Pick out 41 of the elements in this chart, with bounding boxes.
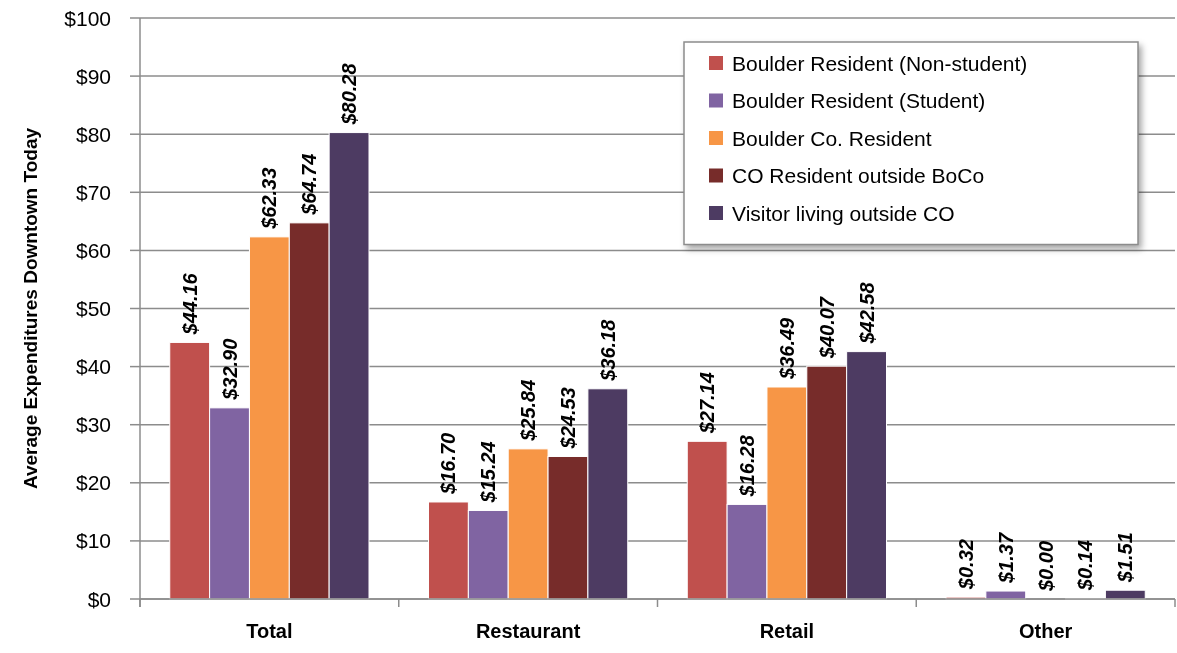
x-tick-label: Other <box>1018 620 1073 642</box>
data-label: $40.07 <box>815 296 838 360</box>
y-tick-label: $70 <box>75 180 111 204</box>
data-label: $16.70 <box>437 432 460 495</box>
data-label: $27.14 <box>696 372 719 435</box>
x-tick-label: Total <box>246 620 293 642</box>
y-tick-label: $100 <box>64 6 111 30</box>
data-label: $64.74 <box>298 153 321 216</box>
legend-label: Boulder Co. Resident <box>732 126 932 150</box>
legend-label: Visitor living outside CO <box>732 201 955 225</box>
data-label: $0.14 <box>1074 540 1097 592</box>
legend-label: CO Resident outside BoCo <box>732 164 985 187</box>
y-tick-label: $0 <box>87 587 111 611</box>
data-label: $0.00 <box>1034 540 1057 592</box>
data-label: $1.51 <box>1114 532 1137 584</box>
data-label: $36.49 <box>775 316 798 380</box>
x-tick-label: Retail <box>759 620 815 642</box>
y-axis-title: Average Expenditures Downtown Today <box>19 127 41 490</box>
data-label: $24.53 <box>556 387 579 450</box>
data-label: $32.90 <box>218 338 241 401</box>
data-label: $16.28 <box>736 434 759 498</box>
data-label: $15.24 <box>477 441 500 504</box>
y-tick-label: $60 <box>75 238 111 262</box>
data-label: $62.33 <box>258 167 281 230</box>
y-tick-label: $50 <box>75 297 111 320</box>
y-tick-label: $90 <box>75 64 111 88</box>
legend-label: Boulder Resident (Student) <box>732 89 986 112</box>
data-label: $44.16 <box>178 272 201 336</box>
y-tick-label: $30 <box>75 413 111 437</box>
data-label: $36.18 <box>596 318 619 382</box>
y-tick-label: $20 <box>75 471 111 495</box>
data-label: $25.84 <box>517 379 540 442</box>
y-tick-label: $10 <box>75 529 111 553</box>
y-tick-label: $40 <box>75 355 111 379</box>
x-tick-label: Restaurant <box>475 620 581 642</box>
data-label: $1.37 <box>994 532 1017 585</box>
data-label: $42.58 <box>855 281 878 345</box>
data-label: $80.28 <box>338 62 361 126</box>
y-tick-label: $80 <box>75 122 111 146</box>
data-label: $0.32 <box>954 539 977 591</box>
legend-label: Boulder Resident (Non-student) <box>732 51 1028 75</box>
